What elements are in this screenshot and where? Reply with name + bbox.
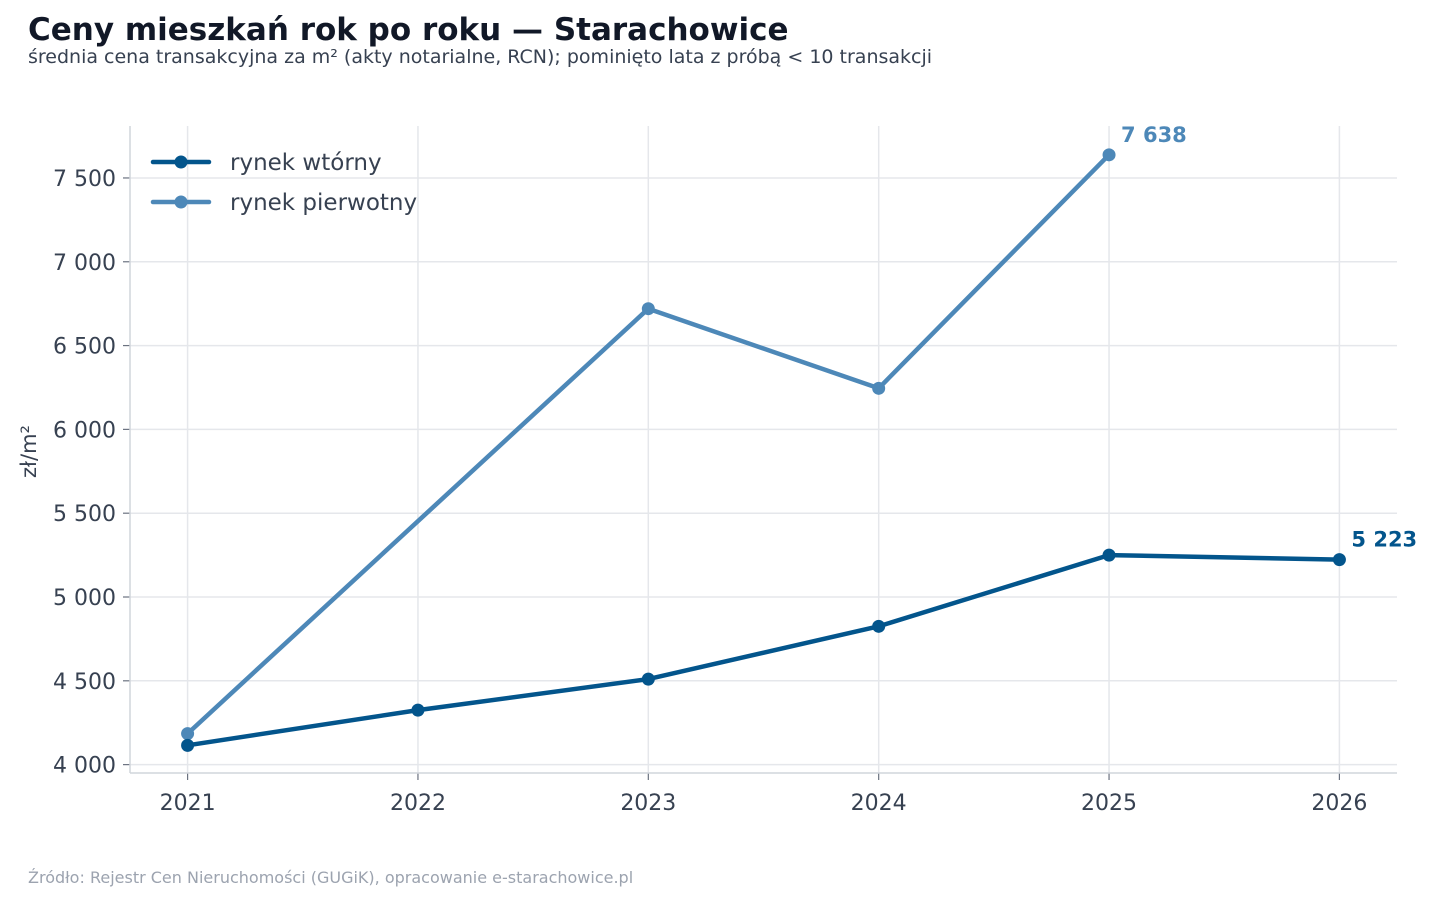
legend: rynek wtórny rynek pierwotny	[150, 150, 417, 216]
legend-swatch-marker	[174, 195, 188, 209]
y-tick-label: 4 000	[53, 754, 116, 779]
y-tick-label: 6 500	[53, 335, 116, 360]
x-tick-label: 2022	[390, 791, 446, 816]
source-note: Źródło: Rejestr Cen Nieruchomości (GUGiK…	[28, 868, 634, 887]
end-value-label: 5 223	[1351, 528, 1417, 552]
x-tick-label: 2021	[160, 791, 216, 816]
series-layer	[181, 148, 1346, 752]
series-line	[185, 552, 1342, 748]
data-point	[641, 302, 655, 316]
y-tick-label: 6 000	[53, 418, 116, 443]
data-point	[641, 672, 655, 686]
y-tick-label: 4 500	[53, 670, 116, 695]
y-tick-label: 7 000	[53, 251, 116, 276]
data-point	[181, 727, 195, 741]
legend-label: rynek wtórny	[230, 150, 382, 176]
grid-lines	[130, 126, 1397, 773]
x-tick-label: 2026	[1311, 791, 1367, 816]
data-point	[872, 381, 886, 395]
y-axis-label: zł/m²	[17, 425, 41, 478]
x-tick-label: 2024	[851, 791, 907, 816]
data-point	[1102, 148, 1116, 162]
data-point	[1102, 548, 1116, 562]
line-chart: 4 000 4 500 5 000 5 500 6 000 6 500 7 000 7 500…	[17, 123, 1417, 816]
y-tick-label: 5 500	[53, 502, 116, 527]
legend-swatch-marker	[174, 155, 188, 169]
data-point	[872, 619, 886, 633]
data-point	[411, 703, 425, 717]
end-value-label: 7 638	[1121, 123, 1187, 147]
x-tick-label: 2023	[620, 791, 676, 816]
legend-label: rynek pierwotny	[230, 190, 417, 216]
chart-subtitle: średnia cena transakcyjna za m² (akty no…	[28, 46, 933, 68]
end-labels: 7 638 5 223	[1121, 123, 1417, 552]
data-point	[1332, 553, 1346, 567]
x-tick-label: 2025	[1081, 791, 1137, 816]
axes: 4 000 4 500 5 000 5 500 6 000 6 500 7 000 7 500…	[17, 126, 1397, 816]
chart-title: Ceny mieszkań rok po roku — Starachowice	[28, 12, 789, 48]
series-line	[185, 152, 1112, 736]
y-tick-label: 7 500	[53, 167, 116, 192]
data-point	[181, 738, 195, 752]
y-tick-label: 5 000	[53, 586, 116, 611]
